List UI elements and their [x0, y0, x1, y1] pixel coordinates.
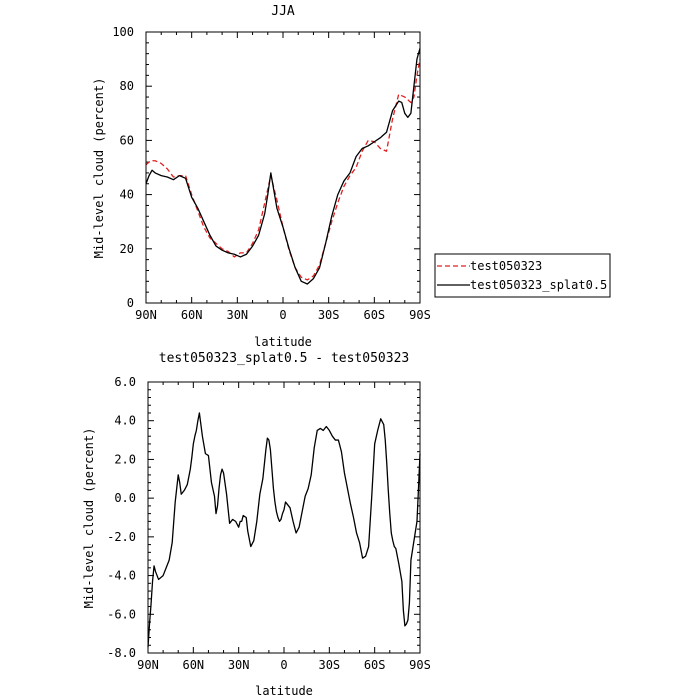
top-chart-ytick-label: 0 [127, 296, 134, 310]
bottom-chart-ylabel: Mid-level cloud (percent) [82, 428, 96, 609]
bottom-chart-ytick-label: 0.0 [114, 491, 136, 505]
top-chart-ytick-label: 60 [120, 133, 134, 147]
bottom-chart-series-line-0 [147, 412, 421, 648]
top-chart-xtick-label: 60N [181, 308, 203, 322]
bottom-chart-xtick-label: 60S [364, 658, 386, 672]
bottom-chart: test050323_splat0.5 - test050323 Mid-lev… [82, 351, 431, 698]
top-chart-ytick-label: 40 [120, 188, 134, 202]
top-chart-ticks: 90N 60N 30N 0 30S 60S 90S 0 20 40 60 80 100 [112, 25, 431, 322]
bottom-chart-ytick-label: -8.0 [107, 646, 136, 660]
legend-label-series-1: test050323_splat0.5 [470, 278, 607, 292]
bottom-chart-ytick-label: -4.0 [107, 569, 136, 583]
top-chart-ytick-label: 100 [112, 25, 134, 39]
top-chart-xtick-label: 60S [363, 308, 385, 322]
top-chart-series-line-1 [145, 48, 421, 285]
bottom-chart-xtick-label: 30S [318, 658, 340, 672]
top-chart-xtick-label: 30N [226, 308, 248, 322]
bottom-chart-xtick-label: 90N [137, 658, 159, 672]
top-chart-ytick-label: 80 [120, 79, 134, 93]
legend-label-series-0: test050323 [470, 259, 542, 273]
bottom-chart-xtick-label: 90S [409, 658, 431, 672]
top-chart-series [145, 48, 421, 285]
bottom-chart-ytick-label: -6.0 [107, 607, 136, 621]
top-chart-xtick-label: 90N [135, 308, 157, 322]
top-chart-xlabel: latitude [254, 335, 312, 349]
top-chart-xtick-label: 30S [318, 308, 340, 322]
bottom-chart-xtick-label: 60N [182, 658, 204, 672]
bottom-chart-frame [147, 381, 421, 654]
top-chart-ylabel: Mid-level cloud (percent) [92, 78, 106, 259]
bottom-chart-ticks: 90N 60N 30N 0 30S 60S 90S -8.0 -6.0 -4.0 -2.0 0.0 2.… [107, 375, 431, 672]
top-chart-ytick-label: 20 [120, 242, 134, 256]
top-chart: JJA Mid-level cloud (percent) latitude 9… [92, 4, 431, 349]
bottom-chart-xtick-label: 30N [228, 658, 250, 672]
bottom-chart-ytick-label: 6.0 [114, 375, 136, 389]
top-chart-frame [145, 31, 421, 304]
bottom-chart-ytick-label: 4.0 [114, 414, 136, 428]
bottom-chart-xlabel: latitude [255, 684, 313, 698]
bottom-chart-ytick-label: -2.0 [107, 530, 136, 544]
top-chart-title: JJA [271, 4, 295, 19]
bottom-chart-title: test050323_splat0.5 - test050323 [159, 351, 409, 366]
top-chart-xtick-label: 0 [279, 308, 286, 322]
legend-box [434, 253, 611, 298]
bottom-chart-xtick-label: 0 [280, 658, 287, 672]
top-chart-xtick-label: 90S [409, 308, 431, 322]
bottom-chart-ytick-label: 2.0 [114, 452, 136, 466]
bottom-chart-series [147, 412, 421, 648]
top-chart-legend: test050323 test050323_splat0.5 [434, 253, 611, 298]
